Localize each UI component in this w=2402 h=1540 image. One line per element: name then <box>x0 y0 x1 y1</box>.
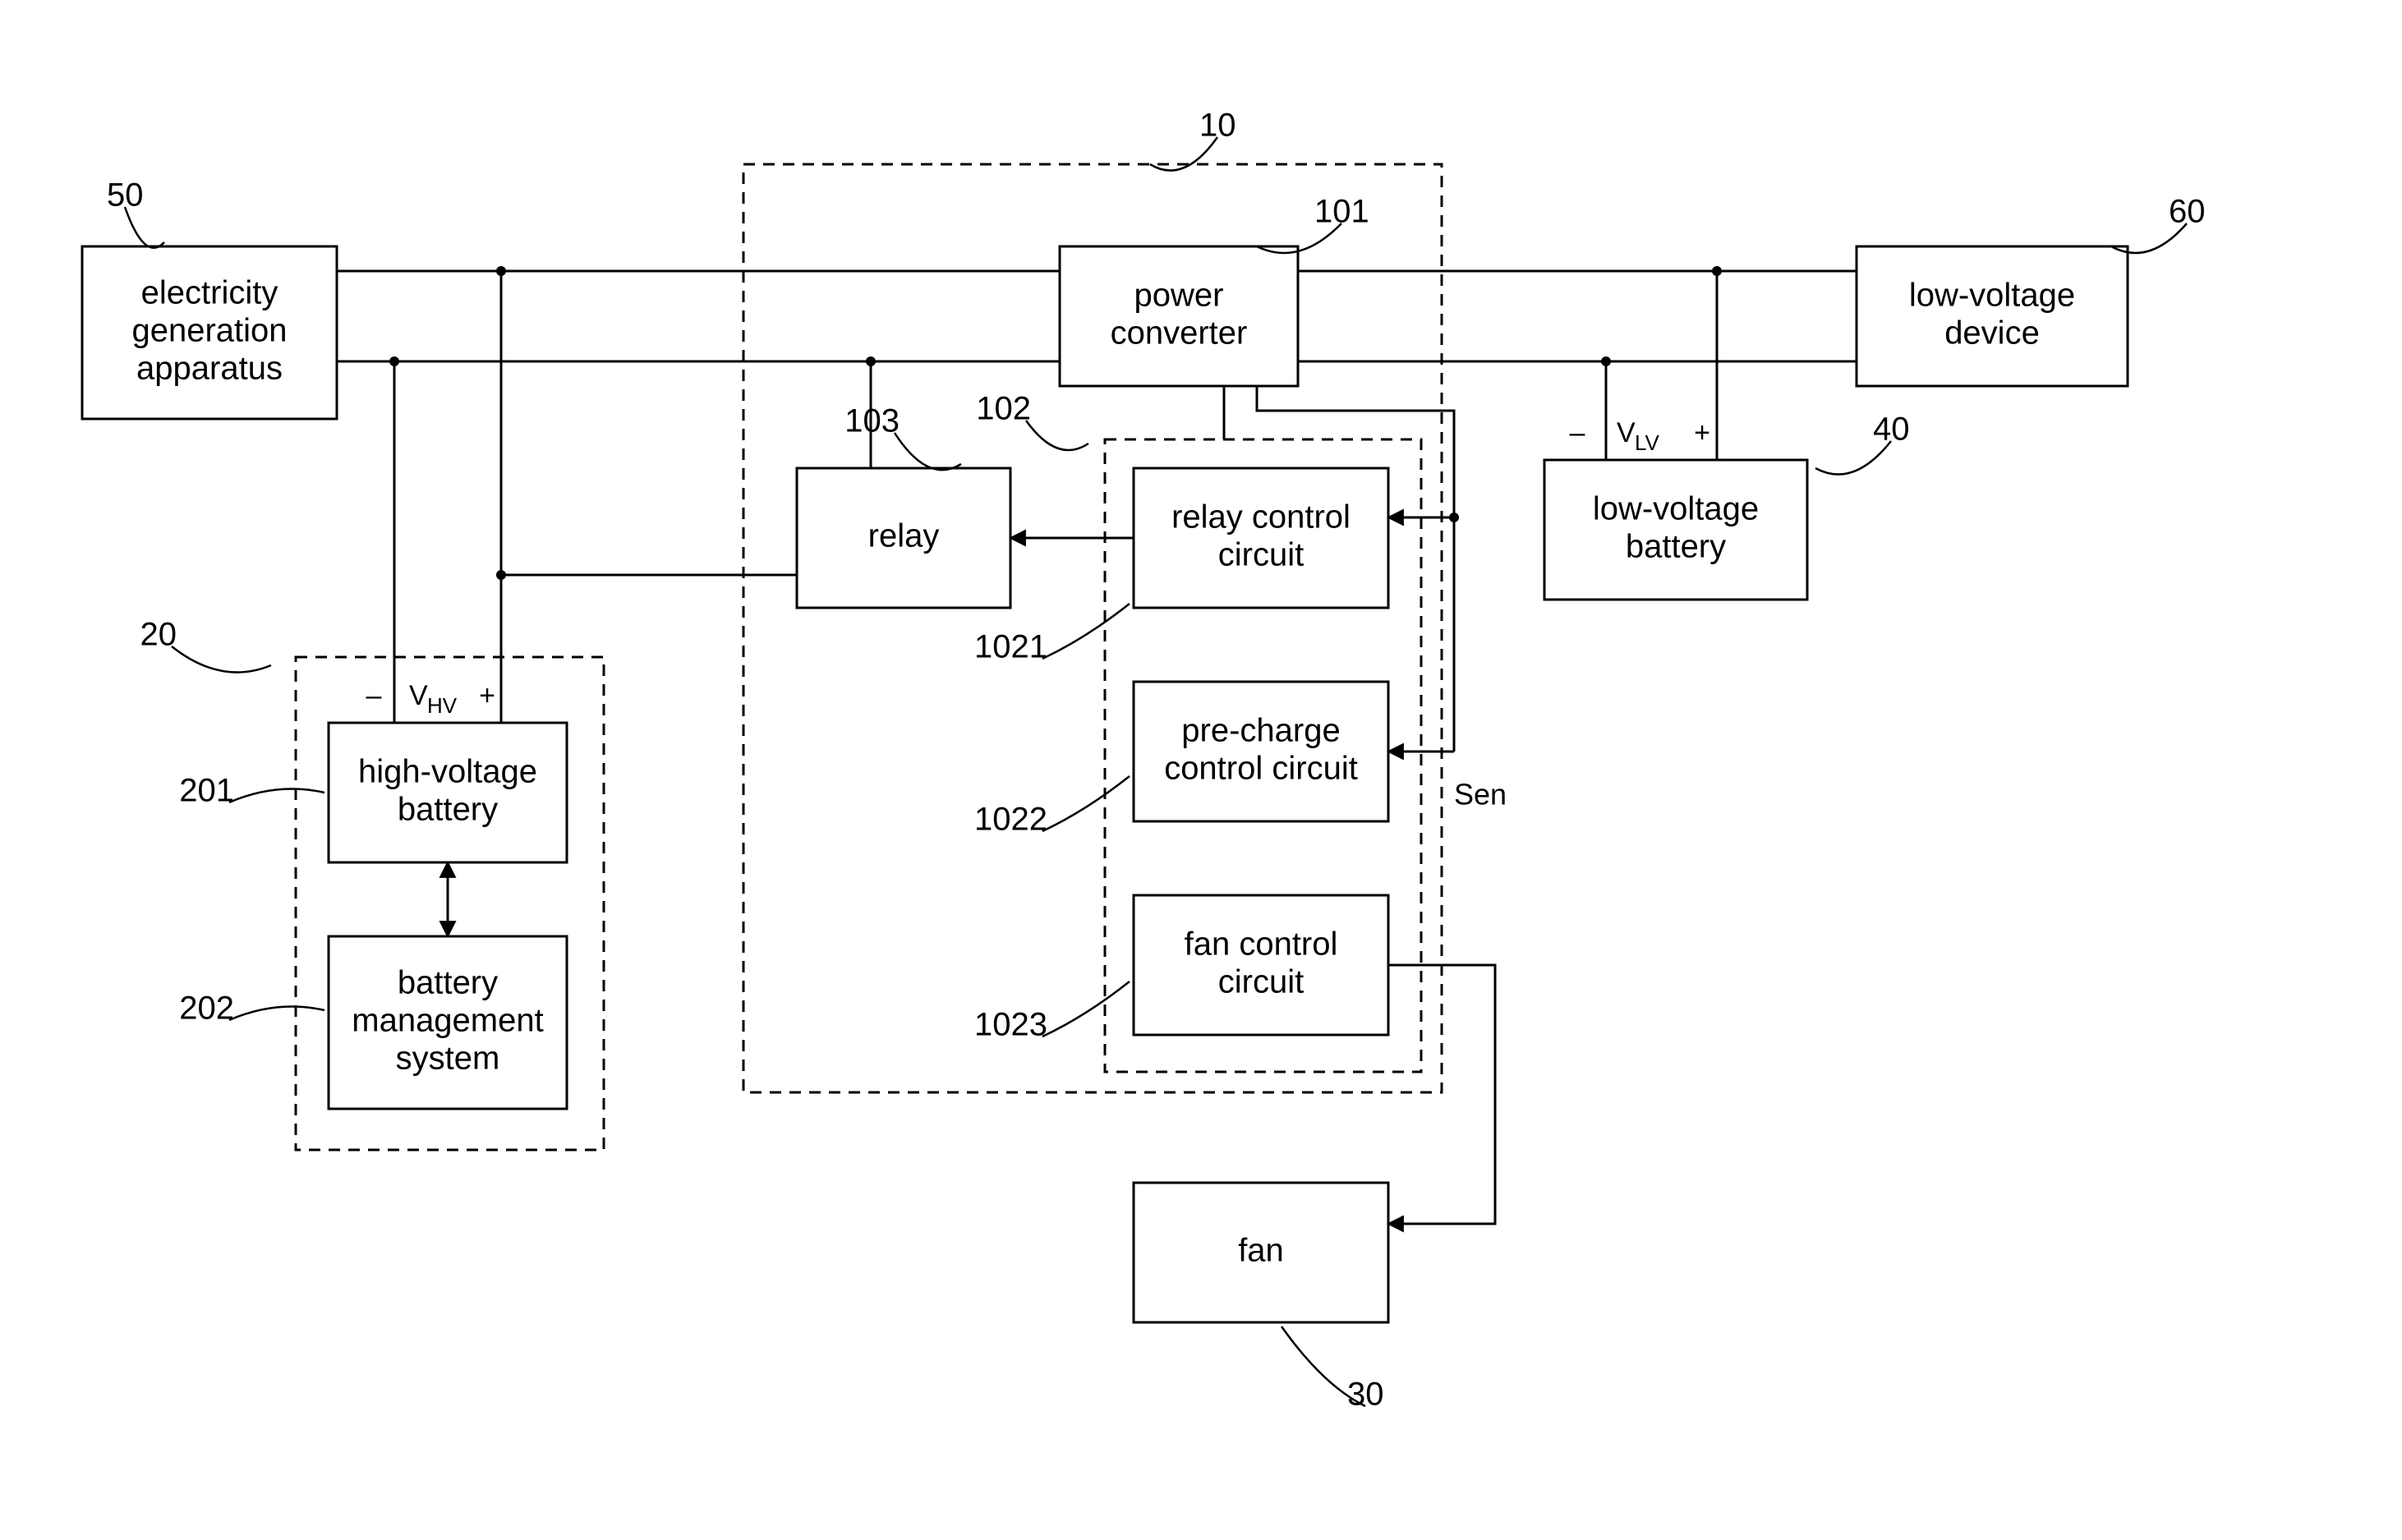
block-b60-label: low-voltage <box>1909 278 2075 314</box>
block-b50-label: apparatus <box>136 351 283 387</box>
ref-leader-r201 <box>229 789 324 802</box>
block-b40-label: battery <box>1626 529 1726 565</box>
ref-r201: 201 <box>179 773 234 809</box>
block-b103-label: relay <box>868 518 940 554</box>
ref-r1021: 1021 <box>974 629 1047 665</box>
ref-r1022: 1022 <box>974 802 1047 838</box>
block-b101-label: power <box>1134 278 1224 314</box>
block-b1021-label: circuit <box>1218 537 1304 573</box>
svg-text:+: + <box>1694 417 1710 448</box>
block-b30-label: fan <box>1238 1233 1284 1269</box>
ref-leader-r1021 <box>1042 604 1130 659</box>
block-b1023-label: fan control <box>1185 926 1338 963</box>
ref-r102: 102 <box>976 391 1031 427</box>
block-b202-label: management <box>352 1003 543 1039</box>
block-b1022-label: control circuit <box>1164 751 1358 787</box>
block-b201-label: battery <box>398 792 498 828</box>
block-b1022-label: pre-charge <box>1181 713 1340 749</box>
ref-r1023: 1023 <box>974 1007 1047 1043</box>
block-b101-label: converter <box>1111 315 1248 352</box>
block-b40-label: low-voltage <box>1593 491 1759 527</box>
svg-text:–: – <box>1570 417 1585 448</box>
svg-text:LV: LV <box>1635 430 1660 455</box>
svg-text:V: V <box>409 680 428 711</box>
svg-text:HV: HV <box>427 693 458 718</box>
ref-leader-r1023 <box>1042 981 1130 1037</box>
block-b202-label: system <box>396 1041 500 1077</box>
ref-leader-r20 <box>172 646 271 673</box>
block-b202-label: battery <box>398 965 498 1001</box>
ref-r103: 103 <box>844 403 900 439</box>
ref-leader-r1022 <box>1042 776 1130 831</box>
ref-r30: 30 <box>1347 1377 1384 1413</box>
block-b1023-label: circuit <box>1218 964 1304 1000</box>
ref-leader-r103 <box>895 433 961 470</box>
sen-label: Sen <box>1454 778 1507 811</box>
ref-leader-r102 <box>1026 421 1088 450</box>
ref-leader-r202 <box>229 1007 324 1020</box>
block-b50-label: electricity <box>141 275 278 311</box>
block-b50-label: generation <box>131 313 287 349</box>
block-b1021-label: relay control <box>1171 499 1351 536</box>
ref-r202: 202 <box>179 991 234 1027</box>
block-b60-label: device <box>1944 315 2040 352</box>
svg-text:–: – <box>366 680 382 711</box>
svg-text:+: + <box>479 680 495 711</box>
svg-text:V: V <box>1617 417 1636 448</box>
block-b201-label: high-voltage <box>358 754 537 790</box>
